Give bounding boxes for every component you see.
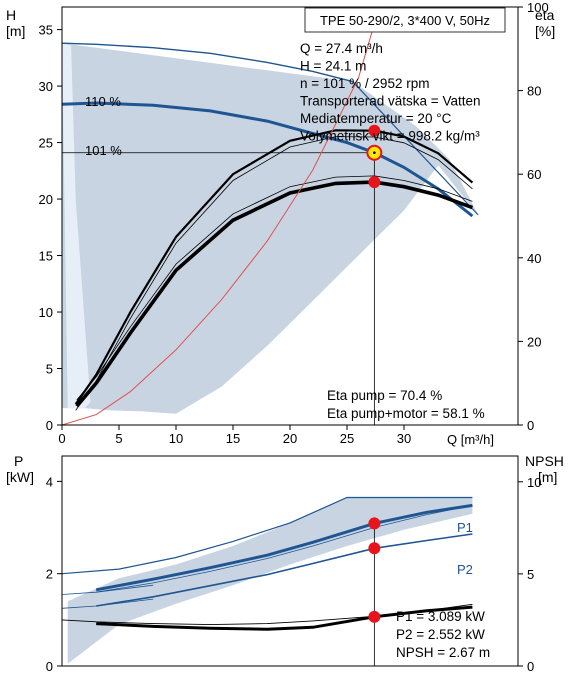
top-info-box: Q = 27.4 m³/h H = 24.1 m n = 101 % / 295… <box>300 41 480 144</box>
top-ytick-label: 30 <box>39 79 53 94</box>
top-ytick-label: 5 <box>46 362 53 377</box>
bottom-ytick-label: 0 <box>46 659 53 674</box>
eta-pump-curve <box>74 129 474 405</box>
bottom-y2tick-label: 0 <box>527 659 534 674</box>
top-y2tick-label: 40 <box>527 251 541 266</box>
efficiency-info: Eta pump = 70.4 % Eta pump+motor = 58.1 … <box>327 388 485 421</box>
top-xtick-label: 5 <box>115 431 122 446</box>
top-y2tick-label: 100 <box>527 0 549 15</box>
info-temperature: Mediatemperatur = 20 °C <box>300 111 452 126</box>
eta-pump-motor-curve-thin <box>76 175 473 401</box>
info-head: H = 24.1 m <box>300 59 366 74</box>
curve-101-percent <box>61 101 474 218</box>
top-xtick-label: 10 <box>169 431 183 446</box>
curve-p1-thin <box>96 505 473 593</box>
top-ytick-label: 0 <box>46 418 53 433</box>
top-y2label-line1: eta <box>535 7 555 23</box>
operating-point-p1 <box>368 517 381 530</box>
operating-point-head-dot <box>373 151 376 155</box>
info-speed: n = 101 % / 2952 rpm <box>300 76 429 91</box>
top-xtick-label: 20 <box>283 431 297 446</box>
power-envelope <box>67 497 473 664</box>
operating-point-eta-2 <box>368 176 381 189</box>
info-liquid: Transporterad vätska = Vatten <box>300 94 480 109</box>
top-xtick-label: 0 <box>58 431 65 446</box>
chart-title-box <box>304 7 506 33</box>
bottom-ylabel-line2: [kW] <box>6 469 34 485</box>
head-efficiency-chart: 0 5 10 15 20 25 30 0 5 10 15 20 25 30 35 0 20 40 60 80 100 H… <box>6 0 555 447</box>
curve-label-101: 101 % <box>85 143 122 158</box>
top-ytick-label: 15 <box>39 249 53 264</box>
top-xtick-label: 25 <box>340 431 354 446</box>
top-y2tick-label: 80 <box>527 84 541 99</box>
curve-label-p2: P2 <box>457 562 473 577</box>
system-curve <box>61 23 375 426</box>
bottom-y2label-line1: NPSH <box>525 453 564 469</box>
bottom-info-box: P1 = 3.089 kW P2 = 2.552 kW NPSH = 2.67 … <box>396 609 490 660</box>
top-ylabel-line2: [m] <box>6 23 25 39</box>
curve-p1 <box>95 503 473 592</box>
operating-point-p2 <box>368 542 381 555</box>
curve-p1-ext <box>61 584 154 595</box>
bottom-y2label-line2: [m] <box>538 469 557 485</box>
top-y2label-line2: [%] <box>535 23 555 39</box>
info-flow: Q = 27.4 m³/h <box>300 41 383 56</box>
bottom-y2tick-label: 10 <box>527 475 541 490</box>
bottom-y2tick-label: 5 <box>527 567 534 582</box>
operating-point-npsh <box>368 610 381 623</box>
top-y2tick-label: 20 <box>527 334 541 349</box>
bottom-plot-frame <box>61 455 519 667</box>
top-xlabel: Q [m³/h] <box>447 432 494 447</box>
curve-npsh-thin <box>61 603 473 626</box>
chart-title: TPE 50-290/2, 3*400 V, 50Hz <box>320 13 490 28</box>
top-y2tick-label: 0 <box>527 418 534 433</box>
eta-pump-motor-curve <box>75 180 474 408</box>
bottom-ytick-label: 2 <box>46 567 53 582</box>
bottom-ytick-label: 4 <box>46 474 53 489</box>
info-npsh: NPSH = 2.67 m <box>396 645 490 660</box>
curve-label-p1: P1 <box>457 520 473 535</box>
curve-p2 <box>96 533 473 607</box>
curve-110-percent <box>61 42 353 83</box>
operating-envelope-light <box>62 43 91 409</box>
info-density: Volymetrisk vikt = 998.2 kg/m³ <box>300 129 480 144</box>
top-xtick-label: 30 <box>397 431 411 446</box>
top-ytick-label: 20 <box>39 192 53 207</box>
eta-pump-curve-thin <box>75 136 473 411</box>
power-envelope-top-edge <box>61 496 473 575</box>
top-ytick-label: 25 <box>39 136 53 151</box>
curve-p2-ext <box>61 598 154 609</box>
top-ytick-label: 10 <box>39 305 53 320</box>
power-npsh-chart: 0 2 4 0 5 10 P [kW] NPSH [m] P1 P2 P1 = 3.089… <box>6 453 564 674</box>
top-y2tick-label: 60 <box>527 167 541 182</box>
top-ylabel-line1: H <box>6 7 16 23</box>
info-p1: P1 = 3.089 kW <box>396 609 485 624</box>
eta-pump-motor-label: Eta pump+motor = 58.1 % <box>327 406 485 421</box>
info-p2: P2 = 2.552 kW <box>396 627 485 642</box>
top-xtick-label: 15 <box>226 431 240 446</box>
bottom-ylabel-line1: P <box>14 453 23 469</box>
operating-point-eta-1 <box>368 124 381 137</box>
top-ytick-label: 35 <box>39 23 53 38</box>
curve-label-110: 110 % <box>85 94 121 109</box>
eta-pump-label: Eta pump = 70.4 % <box>327 388 442 403</box>
